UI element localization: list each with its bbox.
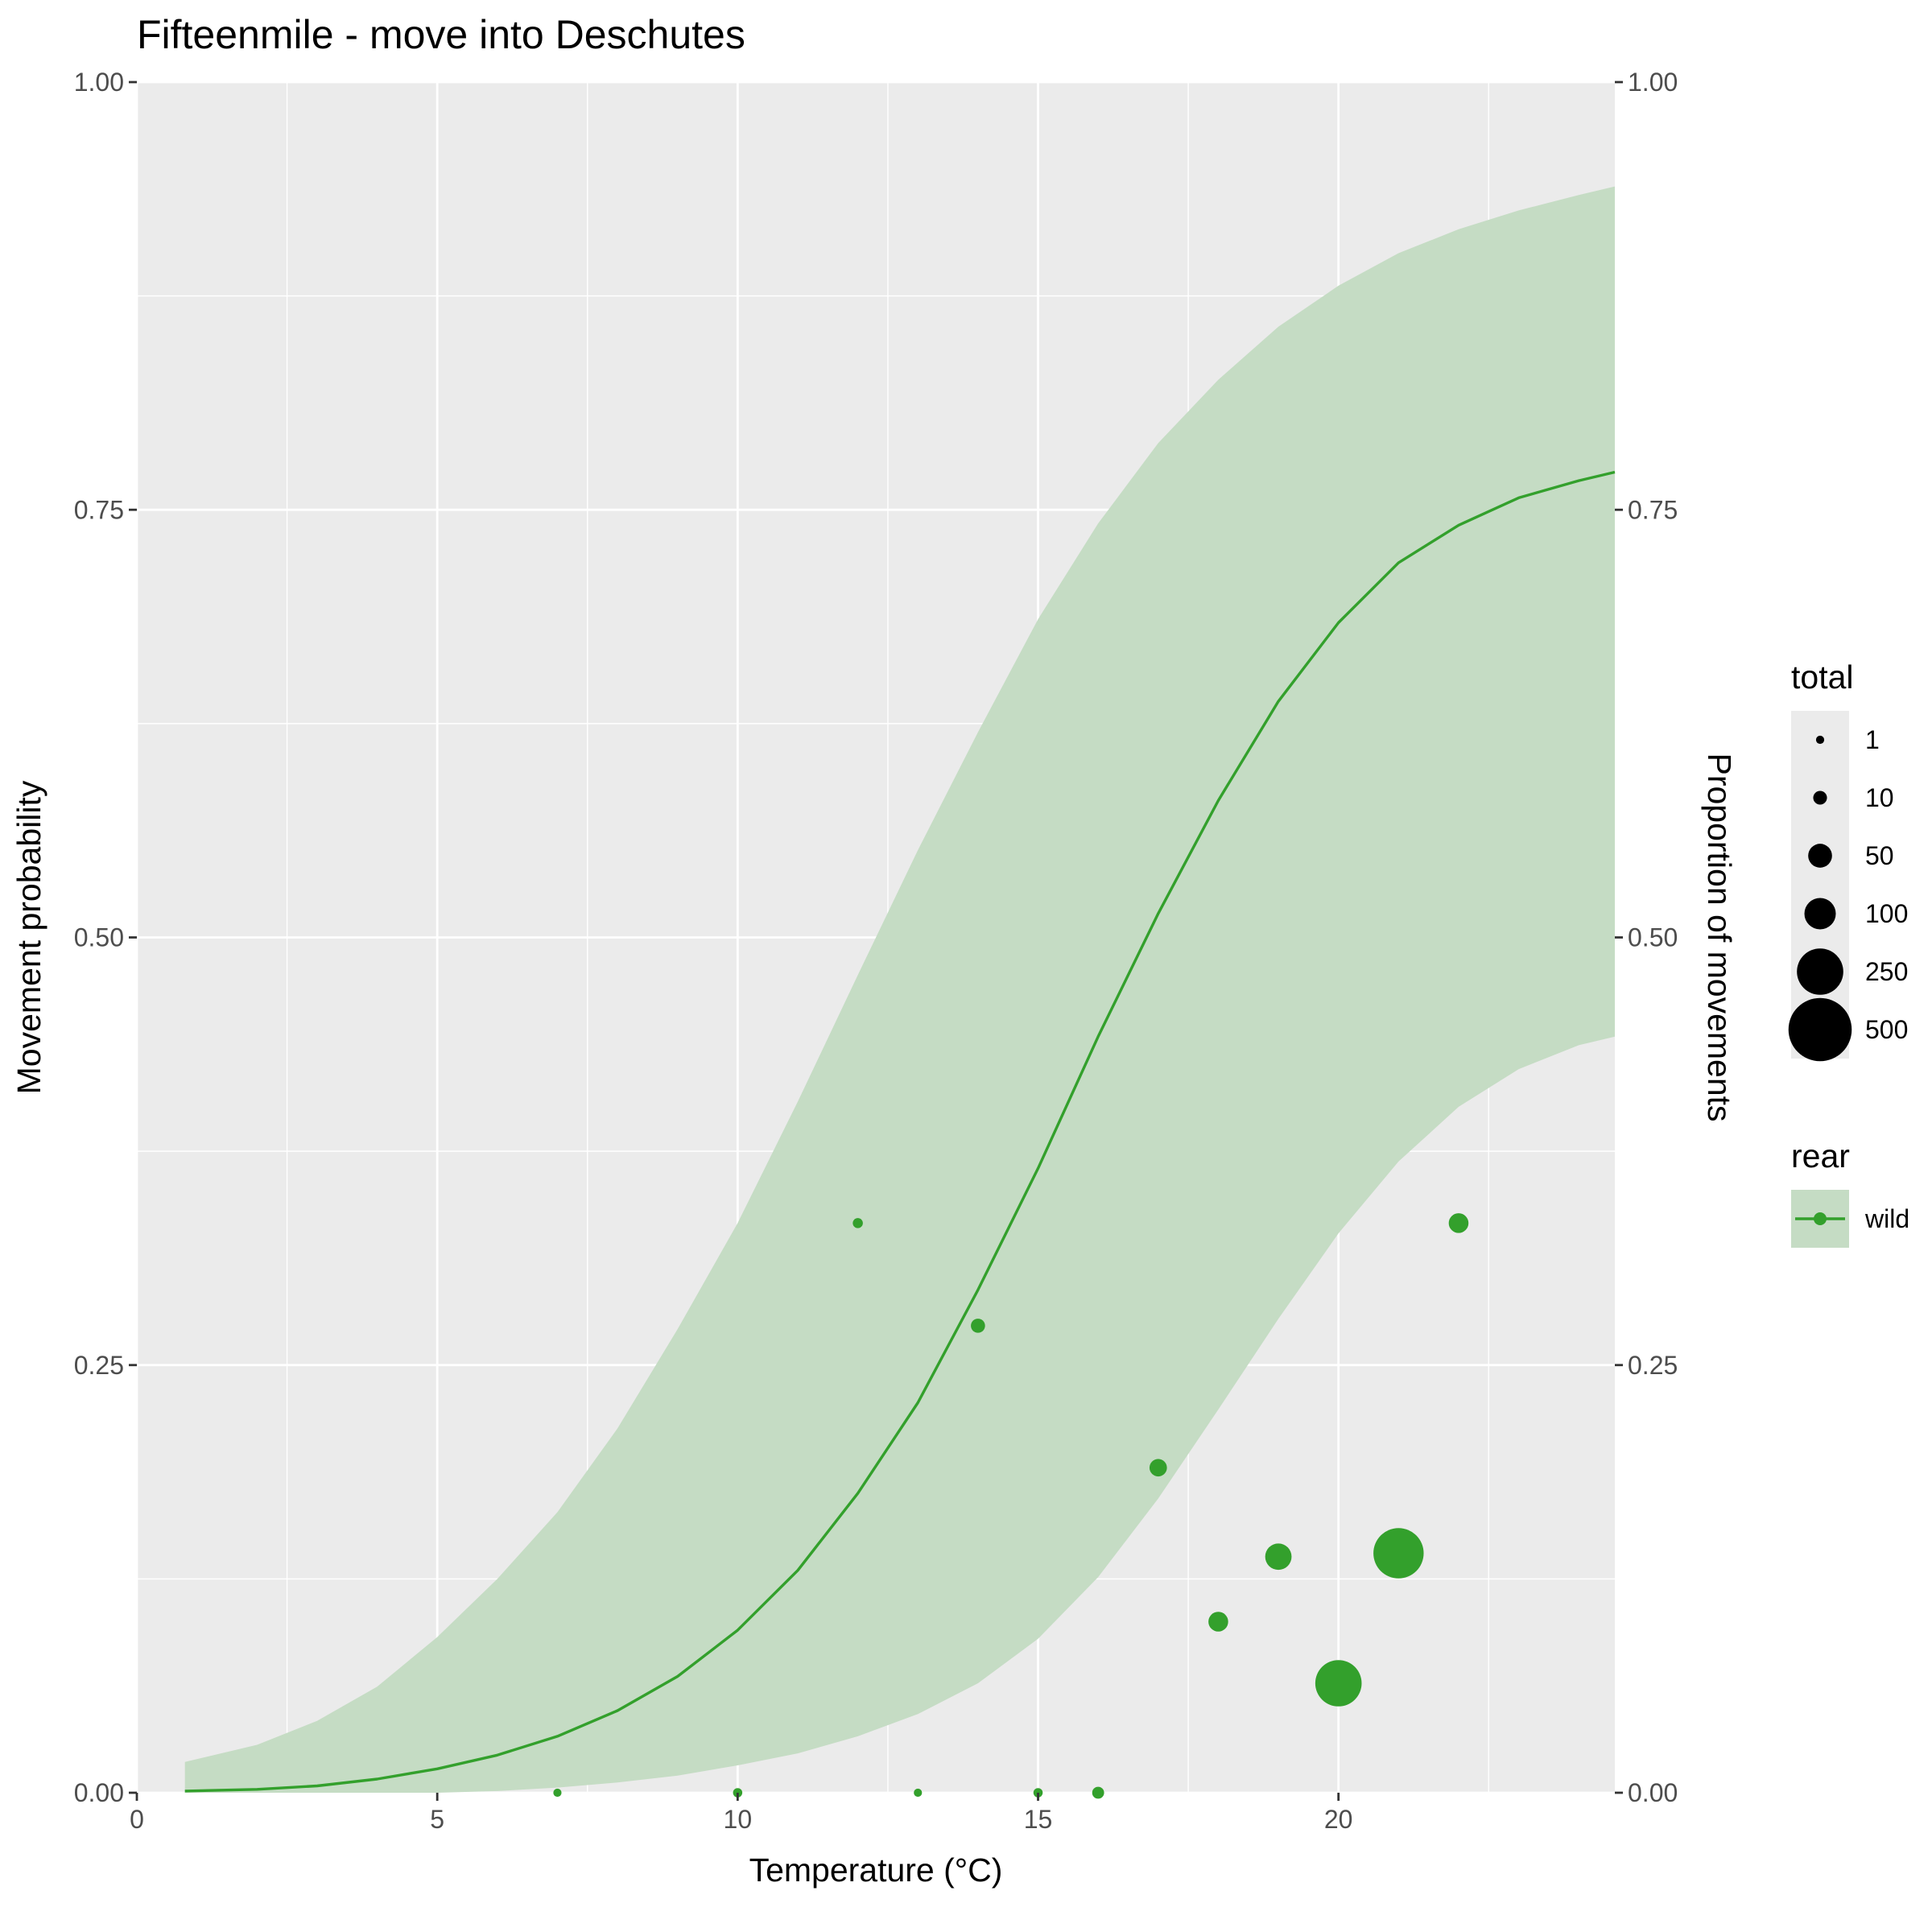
legend-size-key	[1813, 791, 1827, 805]
fit-line-wild	[184, 470, 1616, 1793]
legend-size-key	[1815, 735, 1825, 745]
x-tick-label: 5	[430, 1805, 444, 1834]
y-axis-left: 0.00 0.25 0.50 0.75 1.00	[74, 68, 137, 1807]
data-point	[1265, 1543, 1292, 1571]
x-tick-label: 20	[1324, 1805, 1353, 1834]
chart-title: Fifteenmile - move into Deschutes	[137, 12, 745, 57]
legend-rear-label: wild	[1864, 1204, 1909, 1233]
x-tick-label: 0	[130, 1805, 144, 1834]
legend-size-label: 10	[1865, 783, 1894, 812]
legend-rear: rear wild	[1791, 1137, 1909, 1248]
y-right-tick-label: 0.75	[1628, 495, 1678, 524]
data-point	[1149, 1459, 1167, 1477]
y-right-tick-label: 1.00	[1628, 68, 1678, 97]
y-axis-right-title: Proportion of movements	[1701, 753, 1738, 1121]
legend-size-label: 100	[1865, 899, 1908, 928]
y-tick-label: 1.00	[74, 68, 124, 97]
x-axis-title: Temperature (°C)	[749, 1852, 1003, 1889]
confidence-ribbon-wild	[184, 186, 1616, 1794]
data-point	[971, 1319, 985, 1333]
data-point	[553, 1788, 562, 1798]
data-point	[1373, 1528, 1424, 1579]
legend-size-key	[1804, 898, 1836, 930]
data-point	[1208, 1612, 1228, 1632]
y-tick-label: 0.25	[74, 1351, 124, 1380]
y-right-tick-label: 0.50	[1628, 923, 1678, 952]
legend-size-key	[1797, 948, 1843, 995]
data-point	[1092, 1786, 1104, 1799]
x-axis: 0 5 10 15 20	[130, 1793, 1352, 1834]
y-axis-title: Movement probability	[10, 780, 47, 1094]
data-point	[1315, 1660, 1362, 1707]
y-tick-label: 0.75	[74, 495, 124, 524]
y-tick-label: 0.00	[74, 1778, 124, 1807]
legend-size-key	[1808, 844, 1832, 868]
legend-size: total 1 10 50 100 250 500	[1788, 658, 1908, 1062]
legend-size-key	[1788, 997, 1852, 1062]
legend-size-label: 50	[1865, 841, 1894, 870]
y-right-tick-label: 0.25	[1628, 1351, 1678, 1380]
legend-rear-title: rear	[1791, 1137, 1850, 1174]
legend-size-label: 500	[1865, 1015, 1908, 1044]
legend-rear-key-point	[1814, 1212, 1827, 1225]
plot-panel	[135, 80, 1616, 1799]
legend-size-label: 1	[1865, 725, 1880, 754]
y-right-tick-label: 0.00	[1628, 1778, 1678, 1807]
x-tick-label: 10	[724, 1805, 753, 1834]
data-points-wild	[553, 1213, 1469, 1799]
legend-size-label: 250	[1865, 957, 1908, 986]
data-point	[914, 1788, 923, 1798]
y-tick-label: 0.50	[74, 923, 124, 952]
legend-size-title: total	[1791, 658, 1854, 696]
data-point	[1448, 1213, 1469, 1233]
x-tick-label: 15	[1024, 1805, 1053, 1834]
data-point	[852, 1218, 863, 1228]
y-axis-right: 0.00 0.25 0.50 0.75 1.00	[1615, 68, 1678, 1807]
